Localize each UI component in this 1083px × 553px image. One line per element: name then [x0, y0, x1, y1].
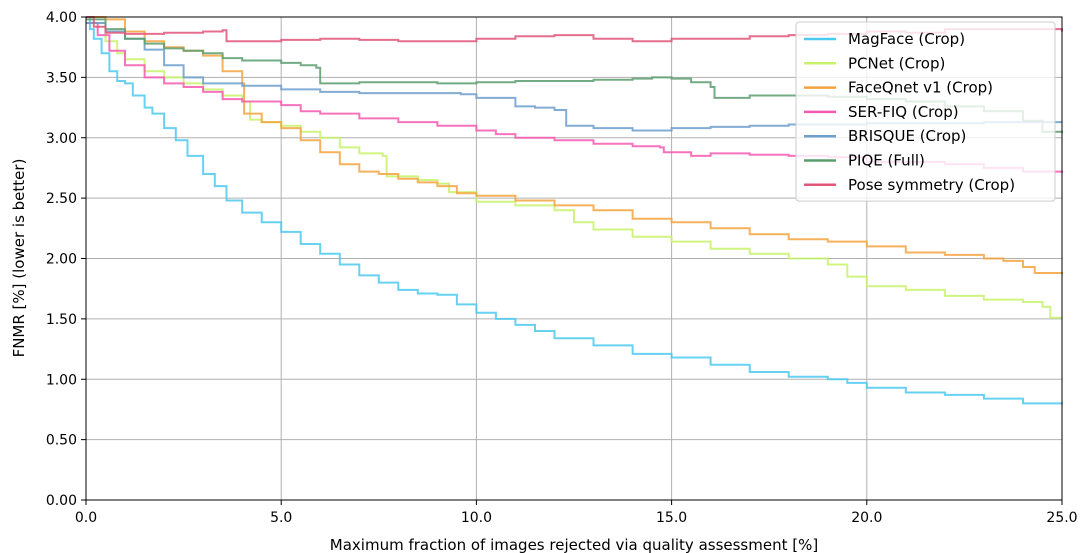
x-axis-ticks: 0.0 5.0 10.0 15.0 20.0 25.0 — [75, 500, 1078, 526]
x-axis-title: Maximum fraction of images rejected via … — [330, 536, 818, 553]
y-axis-ticks: 0.00 0.50 1.00 1.50 2.00 2.50 3.00 3.50 4.00 — [46, 10, 86, 509]
legend-label: BRISQUE (Crop) — [848, 127, 966, 145]
y-tick-label: 3.50 — [46, 70, 77, 86]
legend-label: PCNet (Crop) — [848, 54, 945, 72]
y-axis-title: FNMR [%] (lower is better) — [10, 159, 28, 358]
legend-box — [795, 21, 1056, 202]
y-tick-label: 1.00 — [46, 372, 77, 388]
legend-label: Pose symmetry (Crop) — [848, 176, 1015, 194]
y-tick-label: 4.00 — [46, 10, 77, 26]
series-line-2 — [86, 16, 1063, 275]
series-line-4 — [86, 22, 1062, 132]
y-tick-label: 0.50 — [46, 433, 77, 449]
legend-label: SER-FIQ (Crop) — [848, 103, 959, 121]
legend-label: MagFace (Crop) — [848, 30, 965, 48]
x-tick-label: 0.0 — [75, 510, 97, 526]
y-tick-label: 2.00 — [46, 252, 77, 268]
x-tick-label: 15.0 — [656, 510, 687, 526]
legend: MagFace (Crop) PCNet (Crop) FaceQnet v1 (C… — [795, 21, 1056, 202]
x-tick-label: 10.0 — [461, 510, 492, 526]
y-tick-label: 3.00 — [46, 131, 77, 147]
y-tick-label: 1.50 — [46, 312, 77, 328]
y-tick-label: 2.50 — [46, 191, 77, 207]
x-tick-label: 25.0 — [1046, 510, 1077, 526]
legend-label: FaceQnet v1 (Crop) — [848, 79, 993, 97]
legend-label: PIQE (Full) — [848, 152, 925, 170]
y-tick-label: 0.00 — [46, 493, 77, 509]
x-tick-label: 20.0 — [851, 510, 882, 526]
x-tick-label: 5.0 — [270, 510, 292, 526]
series-line-0 — [86, 16, 1063, 405]
